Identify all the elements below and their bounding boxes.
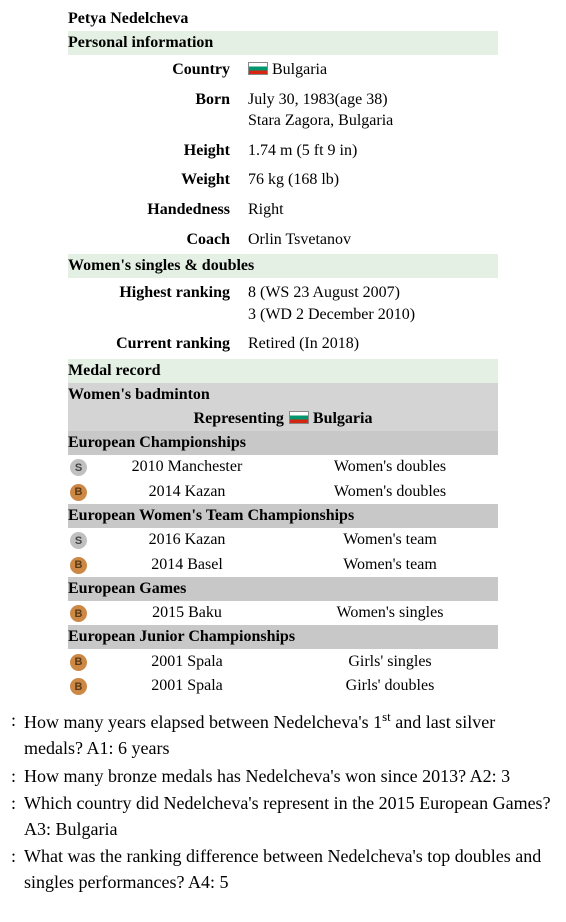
event-name: Women's team [282,556,498,574]
year-place: 2014 Kazan [92,483,282,501]
question-3: : Which country did Nedelcheva's represe… [10,791,556,842]
event-name: Women's singles [282,604,498,622]
value-height: 1.74 m (5 ft 9 in) [248,140,498,162]
flag-icon [289,411,309,424]
q-body: How many bronze medals has Nedelcheva's … [24,764,556,790]
medal-bronze-icon: B [70,678,87,695]
representing-prefix: Representing [194,410,284,427]
medal-row: B 2015 BakuWomen's singles [68,601,498,626]
medal-row: B 2014 KazanWomen's doubles [68,479,498,504]
row-weight: Weight 76 kg (168 lb) [68,165,498,195]
medal-cell: B [68,652,92,671]
medal-cell: B [68,677,92,696]
q1-pre: How many years elapsed between Nedelchev… [24,712,382,732]
competition-header: European Championships [68,431,498,455]
label-highest-ranking: Highest ranking [68,282,248,325]
medal-cell: B [68,482,92,501]
value-coach: Orlin Tsvetanov [248,229,498,251]
label-coach: Coach [68,229,248,251]
row-handedness: Handedness Right [68,195,498,225]
born-line1: July 30, 1983(age 38) [248,91,388,108]
year-place: 2014 Basel [92,556,282,574]
questions-block: : How many years elapsed between Nedelch… [10,708,556,895]
competition-header: European Women's Team Championships [68,504,498,528]
section-discipline: Women's singles & doubles [68,254,498,278]
competition-header: European Junior Championships [68,625,498,649]
q-body: Which country did Nedelcheva's represent… [24,791,556,842]
infobox-title: Petya Nedelcheva [68,6,498,31]
value-highest-ranking: 8 (WS 23 August 2007) 3 (WD 2 December 2… [248,282,498,325]
country-name: Bulgaria [272,61,327,78]
competitions-container: European ChampionshipsS2010 ManchesterWo… [68,431,498,699]
year-place: 2001 Spala [92,677,282,695]
medal-silver-icon: S [70,459,87,476]
medal-bronze-icon: B [70,605,87,622]
highest-line1: 8 (WS 23 August 2007) [248,284,400,301]
year-place: 2001 Spala [92,653,282,671]
medal-row: S 2016 KazanWomen's team [68,528,498,553]
value-weight: 76 kg (168 lb) [248,169,498,191]
label-weight: Weight [68,169,248,191]
section-sport: Women's badminton [68,383,498,407]
question-4: : What was the ranking difference betwee… [10,844,556,895]
competition-header: European Games [68,577,498,601]
label-handedness: Handedness [68,199,248,221]
row-height: Height 1.74 m (5 ft 9 in) [68,136,498,166]
flag-icon [248,62,268,75]
year-place: 2010 Manchester [92,458,282,476]
medal-cell: S [68,458,92,477]
value-handedness: Right [248,199,498,221]
row-highest-ranking: Highest ranking 8 (WS 23 August 2007) 3 … [68,278,498,329]
q1-sup: st [382,709,391,724]
q-lead: : [10,764,24,790]
question-2: : How many bronze medals has Nedelcheva'… [10,764,556,790]
highest-line2: 3 (WD 2 December 2010) [248,306,415,323]
event-name: Girls' singles [282,653,498,671]
label-current-ranking: Current ranking [68,333,248,355]
medal-cell: S [68,531,92,550]
event-name: Girls' doubles [282,677,498,695]
section-medal-record: Medal record [68,359,498,383]
row-current-ranking: Current ranking Retired (In 2018) [68,329,498,359]
medal-row: B 2001 SpalaGirls' singles [68,649,498,674]
row-country: Country Bulgaria [68,55,498,85]
event-name: Women's doubles [282,458,498,476]
row-coach: Coach Orlin Tsvetanov [68,225,498,255]
value-country: Bulgaria [248,59,498,81]
value-current-ranking: Retired (In 2018) [248,333,498,355]
medal-bronze-icon: B [70,654,87,671]
medal-cell: B [68,555,92,574]
question-1: : How many years elapsed between Nedelch… [10,708,556,761]
label-born: Born [68,89,248,132]
representing-country: Bulgaria [313,410,373,427]
medal-bronze-icon: B [70,557,87,574]
q-lead: : [10,708,24,761]
medal-row: S 2010 ManchesterWomen's doubles [68,455,498,480]
event-name: Women's team [282,531,498,549]
infobox: Petya Nedelcheva Personal information Co… [68,6,498,698]
event-name: Women's doubles [282,483,498,501]
section-representing: Representing Bulgaria [68,407,498,431]
row-born: Born July 30, 1983(age 38) Stara Zagora,… [68,85,498,136]
q-lead: : [10,844,24,895]
year-place: 2015 Baku [92,604,282,622]
medal-cell: B [68,604,92,623]
label-height: Height [68,140,248,162]
label-country: Country [68,59,248,81]
medal-row: B 2014 BaselWomen's team [68,552,498,577]
born-line2: Stara Zagora, Bulgaria [248,112,393,129]
q-lead: : [10,791,24,842]
medal-silver-icon: S [70,532,87,549]
section-personal: Personal information [68,31,498,55]
q-body: How many years elapsed between Nedelchev… [24,708,556,761]
medal-row: B 2001 SpalaGirls' doubles [68,674,498,699]
year-place: 2016 Kazan [92,531,282,549]
q-body: What was the ranking difference between … [24,844,556,895]
medal-bronze-icon: B [70,484,87,501]
value-born: July 30, 1983(age 38) Stara Zagora, Bulg… [248,89,498,132]
